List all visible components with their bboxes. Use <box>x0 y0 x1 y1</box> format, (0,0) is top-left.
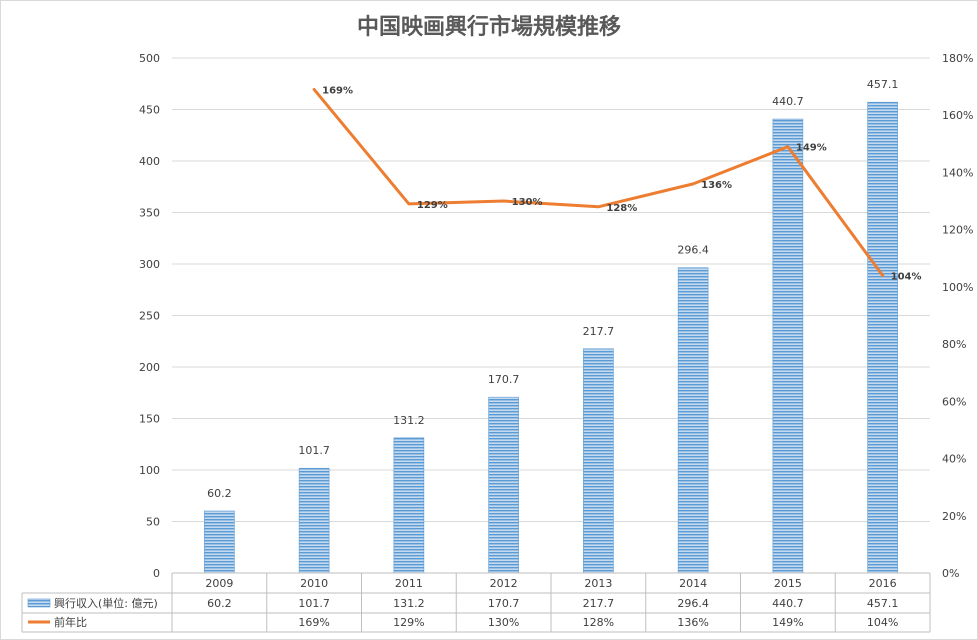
line-data-label: 136% <box>701 180 732 191</box>
x-tick-label: 2013 <box>584 577 612 590</box>
line-data-label: 169% <box>322 85 353 96</box>
y-right-tick-label: 80% <box>942 338 966 351</box>
y-left-tick-label: 450 <box>139 104 160 117</box>
bar-data-label: 60.2 <box>207 487 232 500</box>
y-right-tick-label: 60% <box>942 395 966 408</box>
table-cell: 169% <box>298 616 329 629</box>
table-cell: 136% <box>677 616 708 629</box>
table-cell: 170.7 <box>488 597 520 610</box>
bar-data-label: 170.7 <box>488 373 520 386</box>
gridlines <box>172 57 930 522</box>
y-left-tick-label: 50 <box>146 516 160 529</box>
bar <box>772 118 804 574</box>
line-data-label: 130% <box>512 197 543 208</box>
bar <box>204 510 235 574</box>
bar-data-label: 131.2 <box>393 414 425 427</box>
table-cell: 128% <box>583 616 614 629</box>
y-right-tick-label: 20% <box>942 510 966 523</box>
bar-data-label: 217.7 <box>583 325 615 338</box>
y-right-tick-label: 180% <box>942 52 973 65</box>
x-tick-label: 2011 <box>395 577 423 590</box>
table-cell: 130% <box>488 616 519 629</box>
bar <box>488 396 519 574</box>
bar <box>298 467 330 574</box>
line-series <box>312 87 885 277</box>
y-left-tick-label: 0 <box>153 567 160 580</box>
y-left-tick-label: 400 <box>139 155 160 168</box>
x-tick-label: 2014 <box>679 577 707 590</box>
line-series-path <box>312 87 885 277</box>
y-left-tick-label: 300 <box>139 258 160 271</box>
y-left-tick-label: 150 <box>139 413 160 426</box>
y-left-tick-label: 350 <box>139 207 160 220</box>
line-data-label: 149% <box>796 143 827 154</box>
bar <box>393 437 425 574</box>
table-cell: 131.2 <box>393 597 425 610</box>
y-right-tick-label: 0% <box>942 567 959 580</box>
bar <box>583 348 614 574</box>
x-tick-label: 2016 <box>869 577 897 590</box>
table-cell: 149% <box>772 616 803 629</box>
table-cell: 296.4 <box>677 597 709 610</box>
y-right-tick-label: 40% <box>942 453 966 466</box>
y-left-tick-label: 500 <box>139 52 160 65</box>
bar-data-label: 296.4 <box>677 244 709 257</box>
x-tick-label: 2010 <box>300 577 328 590</box>
line-data-label: 129% <box>417 200 448 211</box>
legend-bar-label: 興行収入(単位: 億元) <box>54 596 158 610</box>
y-right-tick-label: 100% <box>942 281 973 294</box>
y-left-tick-label: 250 <box>139 310 160 323</box>
y-right-tick-label: 140% <box>942 166 973 179</box>
bar-data-label: 440.7 <box>772 95 804 108</box>
table-cell: 129% <box>393 616 424 629</box>
chart-title: 中国映画興行市場規模推移 <box>357 14 621 40</box>
legend-bar-swatch <box>27 598 51 608</box>
x-tick-label: 2012 <box>490 577 518 590</box>
x-tick-label: 2015 <box>774 577 802 590</box>
y-left-tick-label: 100 <box>139 464 160 477</box>
bar-series <box>204 101 898 574</box>
y-right-tick-label: 120% <box>942 224 973 237</box>
table-cell: 104% <box>867 616 898 629</box>
table-cell: 440.7 <box>772 597 804 610</box>
data-labels: 60.2 101.7 131.2 170.7 217.7 296.4 440.7 457.1 1… <box>207 78 921 500</box>
bar-data-label: 101.7 <box>298 444 330 457</box>
table-cell: 457.1 <box>867 597 899 610</box>
axis-ticks: 0 50 100 150 200 250 300 350 400 450 500 0% 20% 40% 60… <box>139 52 973 580</box>
line-data-label: 104% <box>891 271 922 282</box>
table-cell: 217.7 <box>583 597 615 610</box>
legend-line-label: 前年比 <box>54 615 87 629</box>
data-table: 2009 60.2 2010 101.7 169% 2011 131.2 129% 2012 17… <box>21 572 931 633</box>
y-left-tick-label: 200 <box>139 361 160 374</box>
bar <box>867 101 898 574</box>
table-cell: 101.7 <box>298 597 330 610</box>
bar <box>677 267 709 574</box>
x-tick-label: 2009 <box>205 577 233 590</box>
y-right-tick-label: 160% <box>942 109 973 122</box>
table-cell: 60.2 <box>207 597 232 610</box>
line-data-label: 128% <box>606 203 637 214</box>
bar-data-label: 457.1 <box>867 78 899 91</box>
